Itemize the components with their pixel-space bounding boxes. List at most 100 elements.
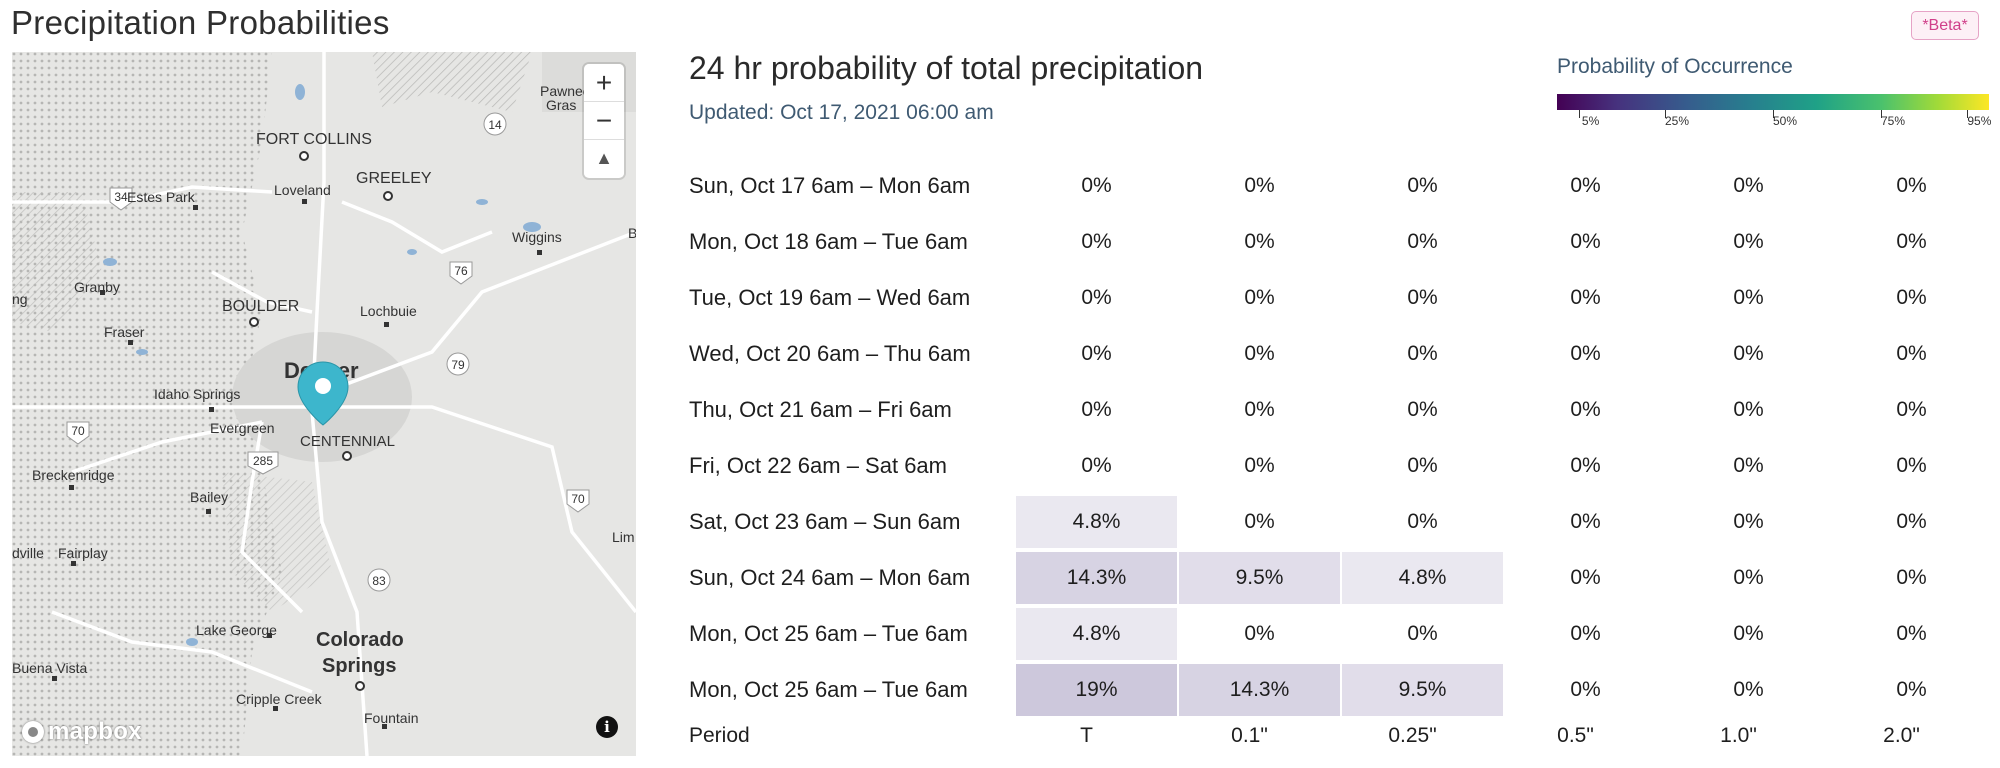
page-title: Precipitation Probabilities bbox=[11, 4, 390, 41]
probability-cell: 0% bbox=[1733, 174, 1764, 197]
period-label: Sun, Oct 24 6am – Mon 6am bbox=[689, 565, 971, 590]
probability-cell: 0% bbox=[1896, 230, 1927, 253]
probability-cell: 0% bbox=[1407, 622, 1438, 645]
chart-title: 24 hr probability of total precipitation bbox=[689, 50, 1204, 86]
shield-34: 34 bbox=[114, 190, 128, 204]
period-label: Mon, Oct 25 6am – Tue 6am bbox=[689, 677, 968, 702]
probability-cell: 4.8% bbox=[1342, 552, 1503, 604]
period-label: Mon, Oct 18 6am – Tue 6am bbox=[689, 229, 968, 254]
legend-tick-label: 25% bbox=[1664, 114, 1690, 128]
probability-cell: 0% bbox=[1407, 286, 1438, 309]
amount-column-header: 2.0" bbox=[1883, 724, 1920, 747]
place-label-gras: Gras bbox=[546, 97, 576, 113]
probability-cell: 0% bbox=[1081, 454, 1112, 477]
location-map[interactable]: 14 34 76 79 70 285 70 83 bbox=[12, 52, 636, 756]
probability-cell: 0% bbox=[1570, 398, 1601, 421]
shield-70-west: 70 bbox=[71, 424, 85, 438]
probability-cell: 0% bbox=[1407, 454, 1438, 477]
map-canvas[interactable]: 14 34 76 79 70 285 70 83 bbox=[12, 52, 636, 756]
probability-cell: 0% bbox=[1896, 286, 1927, 309]
location-marker-icon bbox=[297, 361, 349, 426]
probability-cell: 0% bbox=[1570, 510, 1601, 533]
place-label-lochbuie: Lochbuie bbox=[360, 303, 417, 319]
probability-cell: 0% bbox=[1244, 510, 1275, 533]
amount-column-header: 1.0" bbox=[1720, 724, 1757, 747]
legend-tick-mark bbox=[1773, 110, 1774, 118]
place-label-bailey: Bailey bbox=[190, 489, 228, 505]
shield-70-east: 70 bbox=[571, 492, 585, 506]
place-label-breckenridge: Breckenridge bbox=[32, 467, 115, 483]
period-label: Sun, Oct 17 6am – Mon 6am bbox=[689, 173, 971, 198]
probability-cell: 0% bbox=[1081, 174, 1112, 197]
mapbox-logo-text: mapbox bbox=[48, 718, 142, 745]
place-label-dville: dville bbox=[12, 545, 44, 561]
probability-cell: 14.3% bbox=[1179, 664, 1340, 716]
legend-tick-mark bbox=[1578, 110, 1580, 118]
compass-button[interactable]: ▲ bbox=[584, 140, 624, 177]
probability-cell: 0% bbox=[1733, 286, 1764, 309]
probability-cell: 0% bbox=[1244, 622, 1275, 645]
period-label: Tue, Oct 19 6am – Wed 6am bbox=[689, 285, 971, 310]
probability-cell: 0% bbox=[1570, 454, 1601, 477]
place-label-loveland: Loveland bbox=[274, 182, 331, 198]
place-label-ng: ng bbox=[12, 291, 28, 307]
probability-cell: 0% bbox=[1081, 230, 1112, 253]
place-label-idaho-springs: Idaho Springs bbox=[154, 386, 240, 402]
probability-cell: 0% bbox=[1244, 342, 1275, 365]
probability-cell: 0% bbox=[1896, 398, 1927, 421]
zoom-in-button[interactable]: + bbox=[584, 64, 624, 102]
place-label-lake-george: Lake George bbox=[196, 622, 277, 638]
place-label-fort-collins: FORT COLLINS bbox=[256, 131, 372, 148]
place-label-wiggins: Wiggins bbox=[512, 229, 562, 245]
legend-color-scale bbox=[1557, 94, 1989, 110]
probability-cell: 0% bbox=[1570, 342, 1601, 365]
amount-column-header: 0.1" bbox=[1231, 724, 1268, 747]
probability-cell: 0% bbox=[1244, 174, 1275, 197]
probability-cell: 0% bbox=[1896, 622, 1927, 645]
place-label-evergreen: Evergreen bbox=[210, 420, 275, 436]
place-label-springs: Springs bbox=[322, 655, 396, 677]
place-label-fraser: Fraser bbox=[104, 324, 145, 340]
probability-cell: 0% bbox=[1570, 622, 1601, 645]
period-header: Period bbox=[689, 724, 750, 747]
place-label-b: B bbox=[628, 225, 636, 241]
mapbox-logo[interactable]: mapbox bbox=[22, 718, 142, 746]
legend-tick-label: 75% bbox=[1880, 114, 1906, 128]
shield-76: 76 bbox=[454, 264, 468, 278]
probability-cell: 0% bbox=[1570, 566, 1601, 589]
map-zoom-controls: + − ▲ bbox=[584, 64, 624, 178]
town-dots bbox=[52, 199, 542, 729]
probability-cell: 0% bbox=[1244, 454, 1275, 477]
amount-column-header: T bbox=[1080, 724, 1093, 747]
place-label-cripple-creek: Cripple Creek bbox=[236, 691, 323, 707]
period-label: Fri, Oct 22 6am – Sat 6am bbox=[689, 453, 947, 478]
probability-cell: 0% bbox=[1081, 286, 1112, 309]
probability-cell: 0% bbox=[1896, 510, 1927, 533]
probability-cell: 0% bbox=[1733, 510, 1764, 533]
period-label: Sat, Oct 23 6am – Sun 6am bbox=[689, 509, 961, 534]
probability-cell: 0% bbox=[1407, 174, 1438, 197]
shield-83: 83 bbox=[372, 574, 386, 588]
place-label-buena-vista: Buena Vista bbox=[12, 660, 87, 676]
probability-cell: 0% bbox=[1570, 678, 1601, 701]
place-label-greeley: GREELEY bbox=[356, 170, 432, 187]
city-dots bbox=[249, 151, 393, 691]
probability-cell: 14.3% bbox=[1016, 552, 1177, 604]
place-label-pawnee: Pawnee bbox=[540, 83, 591, 99]
attribution-info-button[interactable]: i bbox=[596, 716, 618, 738]
probability-cell: 0% bbox=[1570, 286, 1601, 309]
probability-cell: 0% bbox=[1407, 342, 1438, 365]
probability-cell: 0% bbox=[1733, 566, 1764, 589]
probability-cell: 9.5% bbox=[1342, 664, 1503, 716]
amount-column-header: 0.25" bbox=[1388, 724, 1437, 747]
legend-tick-mark bbox=[1967, 110, 1969, 118]
hatched-area bbox=[372, 52, 532, 112]
zoom-out-button[interactable]: − bbox=[584, 102, 624, 140]
legend-tick-label: 5% bbox=[1581, 114, 1600, 128]
probability-cell: 0% bbox=[1407, 510, 1438, 533]
amount-column-header: 0.5" bbox=[1557, 724, 1594, 747]
probability-cell: 9.5% bbox=[1179, 552, 1340, 604]
place-label-granby: Granby bbox=[74, 279, 120, 295]
probability-cell: 0% bbox=[1407, 230, 1438, 253]
highway-shields: 14 34 76 79 70 285 70 83 bbox=[66, 112, 590, 592]
